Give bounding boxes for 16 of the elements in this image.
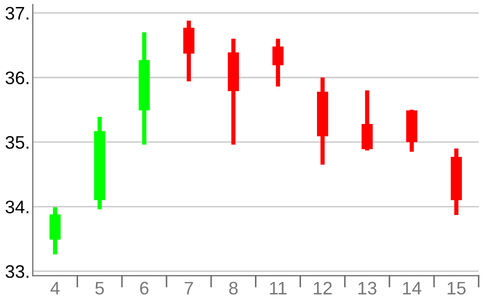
x-tick-label: 6	[140, 282, 148, 295]
y-tick-label: 36.	[6, 71, 28, 84]
y-tick-label: 34.	[6, 200, 28, 214]
x-tick-label: 12	[314, 282, 332, 294]
x-tick-label: 15	[448, 282, 466, 295]
x-tick-label: 8	[229, 282, 238, 295]
y-tick-label: 37.	[6, 6, 28, 20]
x-tick-label: 14	[403, 282, 422, 294]
x-tick-label: 11	[270, 282, 286, 294]
y-tick-label: 33.	[6, 265, 28, 278]
x-tick-label: 5	[95, 282, 104, 295]
candlestick	[272, 38, 284, 87]
y-tick-label: 35.	[6, 136, 28, 149]
x-tick-label: 4	[50, 282, 60, 294]
x-tick-label: 7	[184, 282, 193, 294]
x-tick-label: 13	[358, 282, 376, 295]
